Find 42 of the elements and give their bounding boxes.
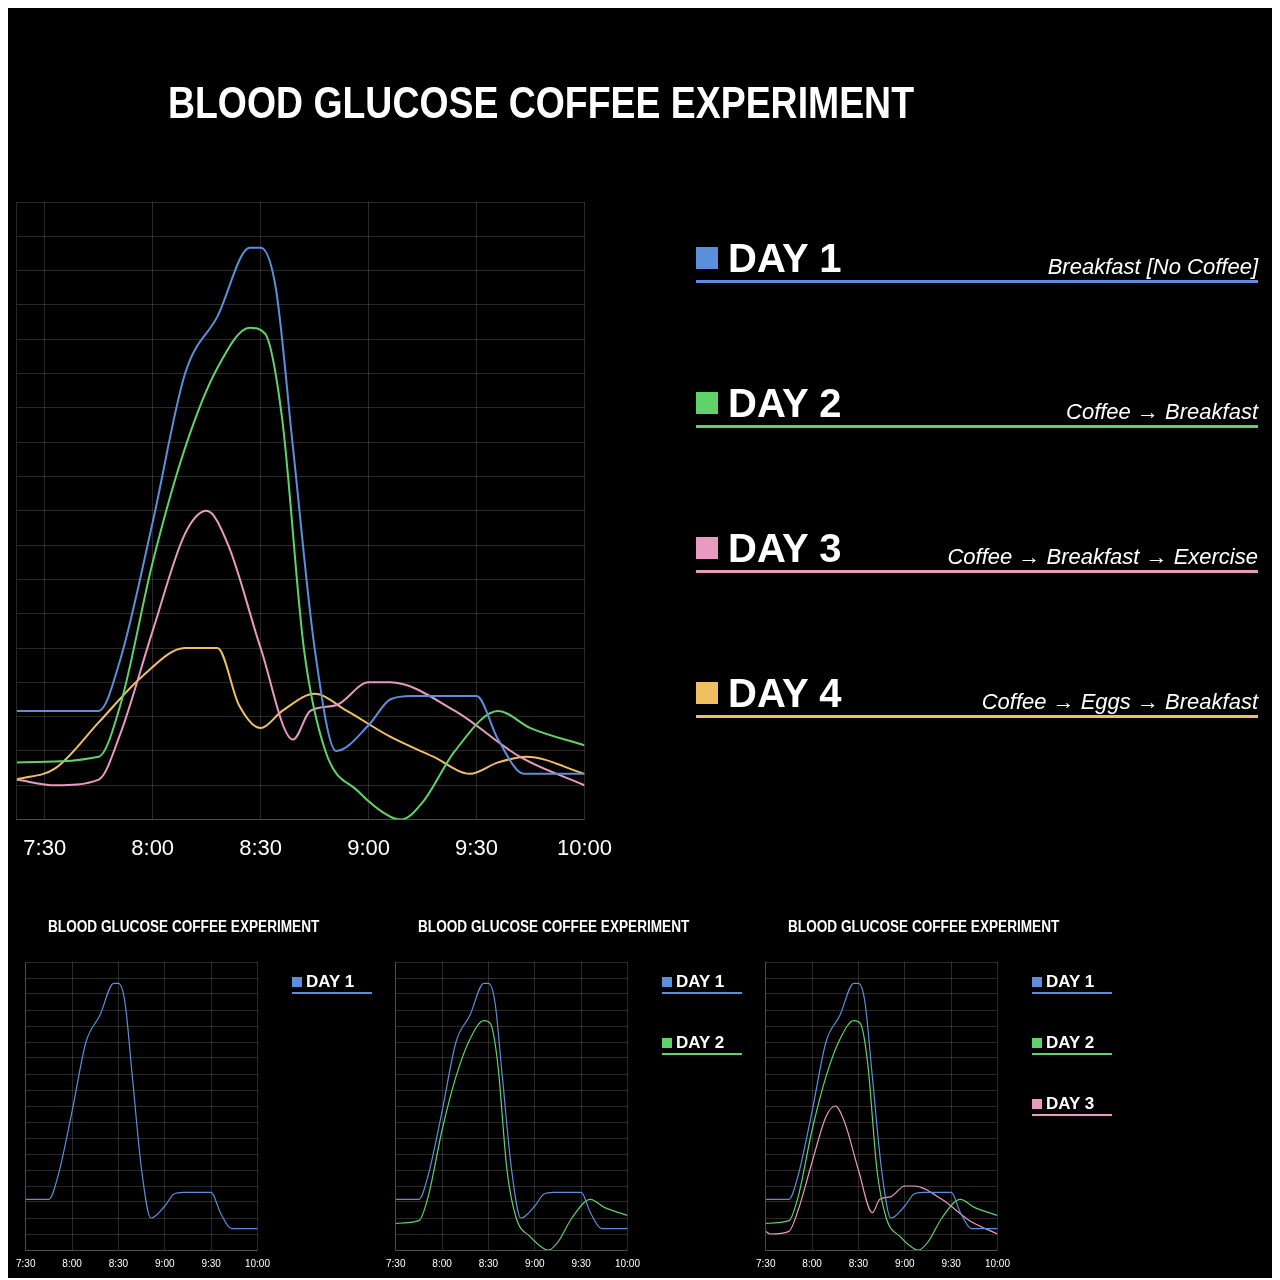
x-tick-label: 9:30 — [941, 1257, 962, 1269]
x-tick-label: 9:00 — [347, 834, 390, 860]
legend-label: DAY 2 — [1046, 1033, 1095, 1052]
x-tick-label: 10:00 — [244, 1257, 271, 1269]
x-tick-label: 8:00 — [131, 834, 175, 860]
x-tick-label: 8:30 — [478, 1257, 499, 1269]
legend-label: DAY 2 — [676, 1033, 725, 1052]
x-tick-label: 10:00 — [556, 834, 612, 860]
chart-title: BLOOD GLUCOSE COFFEE EXPERIMENT — [418, 918, 691, 936]
text: Coffee → Breakfast → Exercise — [947, 544, 1258, 569]
x-tick-label: 9:00 — [895, 1257, 915, 1269]
x-tick-label: 7:30 — [386, 1257, 406, 1269]
chart-title: BLOOD GLUCOSE COFFEE EXPERIMENT — [168, 78, 915, 128]
x-tick-label: 7:30 — [16, 1257, 36, 1269]
x-tick-label: 10:00 — [614, 1257, 641, 1269]
x-tick-label: 9:30 — [455, 834, 498, 860]
x-tick-label: 8:30 — [239, 834, 283, 860]
text: Coffee → Eggs → Breakfast — [981, 689, 1258, 714]
legend-label: DAY 1 — [676, 972, 725, 991]
chart-title: BLOOD GLUCOSE COFFEE EXPERIMENT — [48, 918, 321, 936]
x-tick-label: 9:30 — [571, 1257, 592, 1269]
x-tick-label: 7:30 — [756, 1257, 776, 1269]
x-tick-label: 8:00 — [432, 1257, 453, 1269]
text: Coffee → Breakfast — [1066, 399, 1258, 424]
text: Breakfast [No Coffee] — [1047, 254, 1258, 279]
x-tick-label: 8:30 — [848, 1257, 869, 1269]
x-tick-label: 9:30 — [201, 1257, 222, 1269]
x-tick-label: 8:00 — [62, 1257, 83, 1269]
legend-label: DAY 1 — [1046, 972, 1095, 991]
x-tick-label: 7:30 — [23, 834, 67, 860]
legend-label: DAY 3 — [1046, 1094, 1095, 1113]
x-tick-label: 10:00 — [984, 1257, 1011, 1269]
x-tick-label: 8:30 — [108, 1257, 129, 1269]
x-tick-label: 9:00 — [525, 1257, 545, 1269]
x-tick-label: 9:00 — [155, 1257, 175, 1269]
x-tick-label: 8:00 — [802, 1257, 823, 1269]
legend-label: DAY 3 — [728, 526, 842, 570]
legend-label: DAY 4 — [728, 671, 842, 715]
legend-label: DAY 1 — [306, 972, 355, 991]
legend-label: DAY 1 — [728, 236, 842, 280]
chart-title: BLOOD GLUCOSE COFFEE EXPERIMENT — [788, 918, 1061, 936]
legend-label: DAY 2 — [728, 381, 842, 425]
